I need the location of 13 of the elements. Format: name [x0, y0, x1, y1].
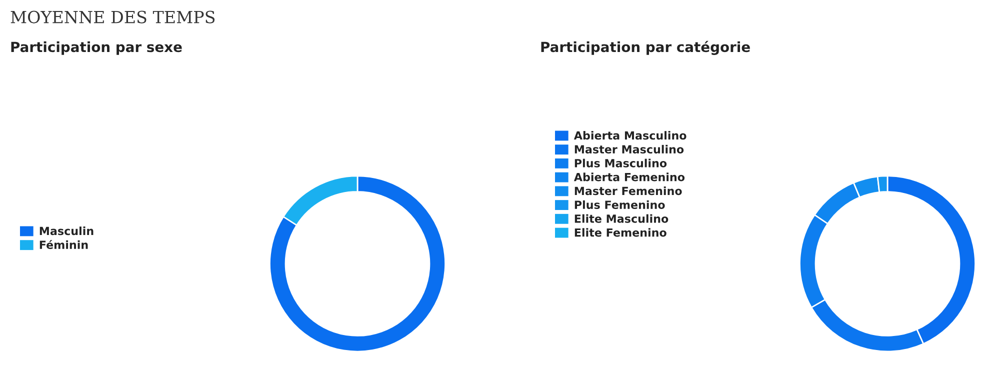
legend-label: Plus Masculino — [574, 158, 667, 168]
legend-label: Elite Masculino — [574, 214, 668, 223]
text: MOYENNE DES TEMPS — [10, 10, 215, 24]
legend-label: Féminin — [40, 240, 88, 250]
legend-label: Elite Femenino — [574, 228, 666, 237]
chart-title: Participation par sexe — [11, 41, 182, 55]
legend-label: Plus Femenino — [574, 200, 665, 209]
chart-title: Participation par catégorie — [541, 40, 750, 55]
legend-label: Abierta Masculino — [574, 131, 686, 140]
legend-label: Masculin — [40, 226, 94, 236]
legend-label: Master Masculino — [574, 144, 684, 154]
legend-label: Master Femenino — [574, 186, 682, 196]
legend-label: Abierta Femenino — [574, 172, 685, 182]
